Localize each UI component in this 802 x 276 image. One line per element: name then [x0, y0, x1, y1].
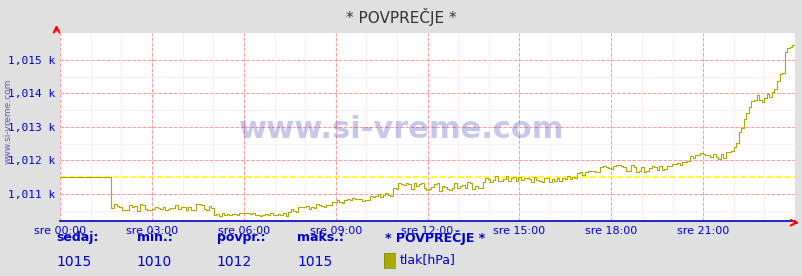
Text: min.:: min.:	[136, 231, 172, 244]
Text: * POVPREČJE *: * POVPREČJE *	[346, 8, 456, 26]
Text: 1015: 1015	[56, 255, 91, 269]
Text: tlak[hPa]: tlak[hPa]	[399, 253, 456, 266]
Text: www.si-vreme.com: www.si-vreme.com	[238, 115, 564, 144]
Text: 1010: 1010	[136, 255, 172, 269]
Text: sedaj:: sedaj:	[56, 231, 99, 244]
Text: maks.:: maks.:	[297, 231, 343, 244]
Text: www.si-vreme.com: www.si-vreme.com	[4, 79, 13, 164]
Text: * POVPREČJE *: * POVPREČJE *	[385, 230, 485, 245]
Text: povpr.:: povpr.:	[217, 231, 265, 244]
Text: 1015: 1015	[297, 255, 332, 269]
Text: 1012: 1012	[217, 255, 252, 269]
